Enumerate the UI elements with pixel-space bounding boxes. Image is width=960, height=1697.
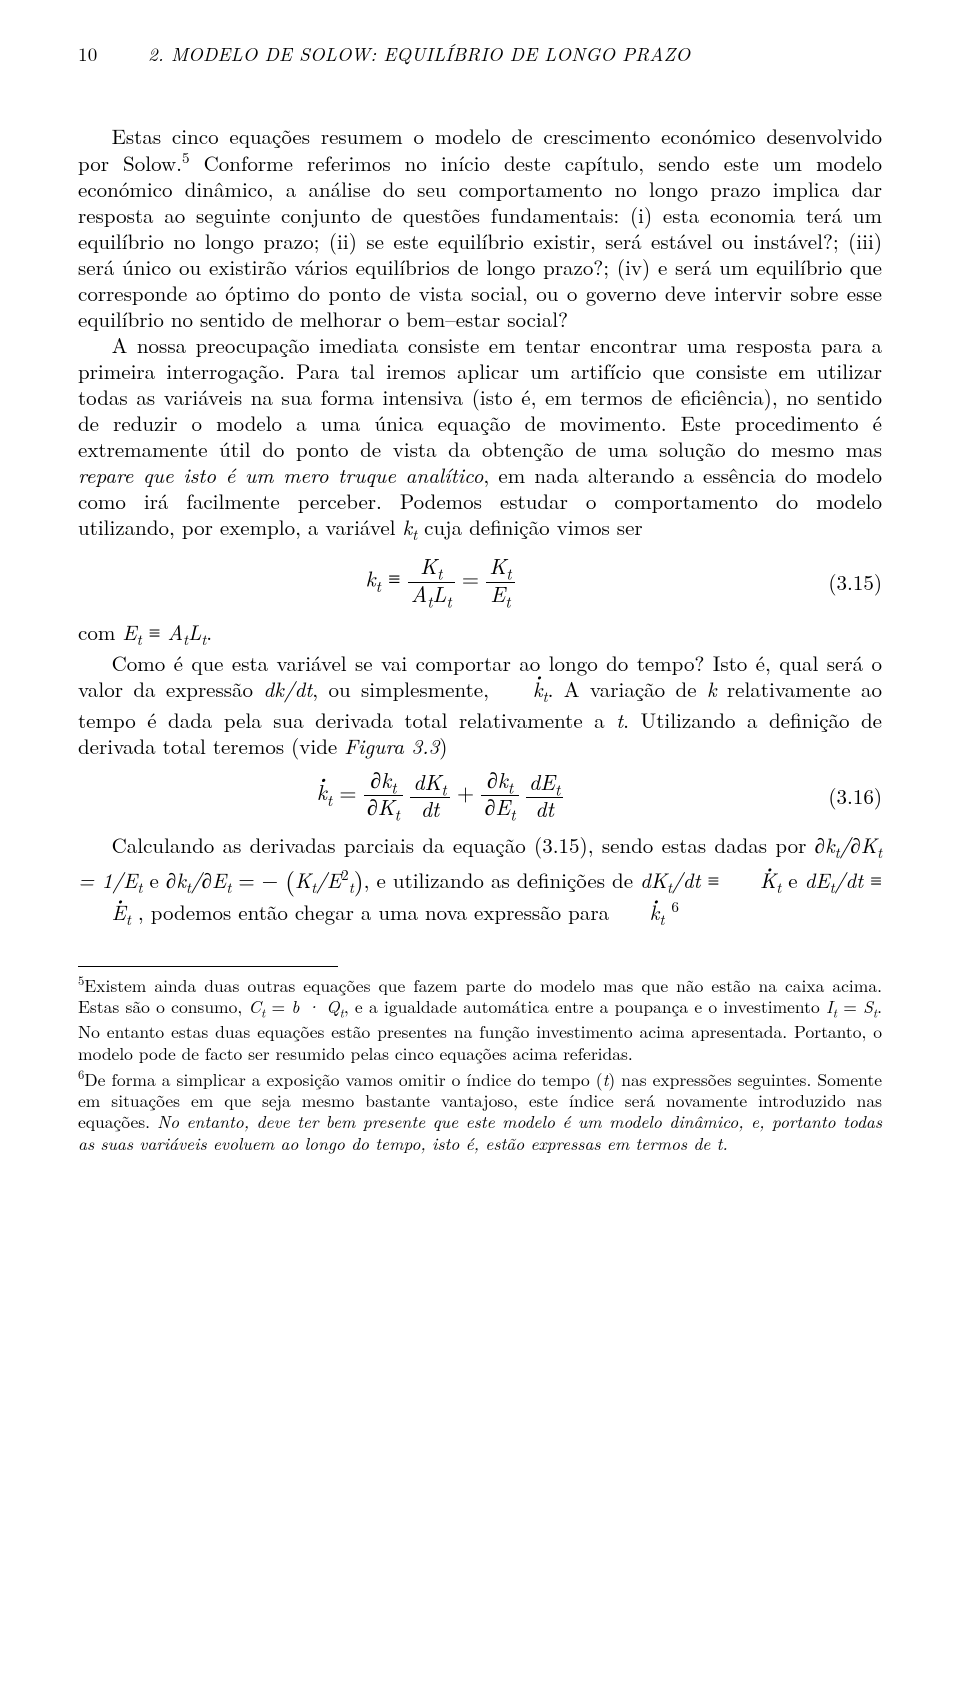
sub-t: t — [506, 562, 511, 585]
sub-t: t — [349, 877, 354, 898]
expr: /∂K — [840, 830, 877, 860]
op-equiv: ≡ — [863, 865, 882, 895]
page: 10 2. MODELO DE SOLOW: EQUILÍBRIO DE LON… — [0, 0, 960, 1697]
op-eq: = — [462, 563, 486, 594]
var-K: K — [295, 865, 311, 895]
page-number: 10 — [78, 40, 148, 67]
text: ) — [439, 731, 447, 761]
sub-t: t — [505, 589, 510, 612]
running-header: 10 2. MODELO DE SOLOW: EQUILÍBRIO DE LON… — [78, 40, 882, 67]
paren-open: ( — [285, 863, 295, 898]
text: = − — [231, 865, 285, 895]
var-kdot: k — [499, 676, 542, 702]
expr-dt: /dt — [672, 865, 700, 895]
paren-close: ) — [354, 863, 364, 898]
var-E: E — [490, 578, 505, 609]
sub-t: t — [446, 589, 451, 612]
equation-body: k t = ∂kt ∂Kt dKt dt + ∂kt ∂Et dEt dt — [78, 769, 802, 822]
fraction-4: dEt dt — [526, 771, 563, 820]
expr: ∂k — [815, 830, 835, 860]
var-E: E — [122, 617, 136, 647]
equation-number: (3.16) — [802, 783, 882, 809]
equation-3-16: k t = ∂kt ∂Kt dKt dt + ∂kt ∂Et dEt dt — [78, 769, 882, 822]
paragraph-6: Calculando as derivadas parciais da equa… — [78, 832, 882, 930]
text: A nossa preocupação imediata consiste em… — [78, 330, 882, 464]
text: com — [78, 617, 122, 647]
paragraph-5: Como é que esta variável se vai comporta… — [78, 650, 882, 759]
body-text: Estas cinco equações resumem o modelo de… — [78, 123, 882, 930]
var-kdot: k — [317, 778, 327, 805]
equation-3-15: k t ≡ Kt AtLt = Kt Et (3.15) — [78, 555, 882, 608]
var-dK: ∂K — [367, 791, 395, 822]
expr-dt: /dt — [835, 865, 863, 895]
expr: /E — [316, 865, 341, 895]
var-I: I — [826, 994, 833, 1019]
footnote-ref-5: 5 — [182, 147, 190, 168]
paragraph-4: com Et ≡ AtLt. — [78, 619, 882, 650]
var-dt: dt — [421, 793, 440, 824]
op-eq: = — [332, 776, 364, 807]
text: Calculando as derivadas parciais da equa… — [112, 830, 815, 860]
text: . A variação de — [548, 674, 707, 704]
footnote-6: 6De forma a simplicar a exposição vamos … — [78, 1067, 882, 1154]
text: . — [206, 617, 212, 647]
fraction-3: ∂kt ∂Et — [481, 769, 518, 822]
figure-ref: Figura 3.3 — [344, 731, 439, 761]
text: , e a igualdade automática entre a poupa… — [344, 994, 826, 1019]
text: Conforme referimos no início deste capít… — [78, 148, 882, 334]
sup-2: 2 — [341, 864, 349, 885]
var-Edot: E — [78, 899, 126, 925]
var-dt: dt — [535, 793, 554, 824]
var-Kdot: K — [726, 867, 776, 893]
footnote-5: 5Existem ainda duas outras equações que … — [78, 973, 882, 1064]
var-S: S — [863, 994, 873, 1019]
op-eq: = — [265, 994, 291, 1019]
sub-t: t — [510, 802, 515, 825]
sub-t: t — [877, 843, 882, 864]
fraction-2: dKt dt — [410, 771, 449, 820]
var-L: L — [433, 578, 447, 609]
var-kdot: k — [616, 899, 659, 925]
text: , e utilizando as definições de — [364, 865, 641, 895]
var-A: A — [411, 578, 427, 609]
op-equiv: ≡ — [700, 865, 726, 895]
op-equiv: ≡ — [381, 563, 408, 594]
sub-t: t — [555, 777, 560, 800]
footnotes: 5Existem ainda duas outras equações que … — [78, 973, 882, 1154]
var-C: C — [249, 994, 262, 1019]
expr: /∂E — [191, 865, 226, 895]
text: e — [781, 865, 804, 895]
italic-text: No entanto, deve ter bem presente que es… — [78, 1109, 882, 1155]
var-k: k — [402, 512, 412, 542]
sub-t: t — [441, 777, 446, 800]
fraction-2: Kt Et — [486, 555, 514, 608]
expr-dE: dE — [805, 865, 830, 895]
op-equiv: ≡ — [142, 617, 168, 647]
expr-bQ: b · Q — [291, 994, 339, 1019]
sub-t: t — [395, 802, 400, 825]
equation-body: k t ≡ Kt AtLt = Kt Et — [78, 555, 802, 608]
text: cuja definição vimos ser — [417, 512, 642, 542]
expr-dkdt: dk/dt — [263, 674, 312, 704]
op-plus: + — [457, 776, 481, 807]
var-A: A — [167, 617, 183, 647]
var-dE: ∂E — [484, 791, 510, 822]
fraction-1: Kt AtLt — [408, 555, 455, 608]
footnote-separator — [78, 966, 338, 967]
expr: ∂k — [166, 865, 186, 895]
equation-number: (3.15) — [802, 569, 882, 595]
var-k: k — [365, 563, 375, 594]
running-title: 2. MODELO DE SOLOW: EQUILÍBRIO DE LONGO … — [148, 40, 882, 67]
text: , podemos então chegar a uma nova expres… — [131, 897, 616, 927]
paragraph-1: Estas cinco equações resumem o modelo de… — [78, 123, 882, 332]
footnote-ref-6: 6 — [671, 896, 679, 917]
var-k: k — [707, 674, 717, 704]
var-L: L — [188, 617, 201, 647]
fraction-1: ∂kt ∂Kt — [364, 769, 403, 822]
op-eq: = — [837, 994, 863, 1019]
text: e — [142, 865, 165, 895]
paragraph-3: A nossa preocupação imediata consiste em… — [78, 332, 882, 545]
text: , ou simplesmente, — [312, 674, 499, 704]
